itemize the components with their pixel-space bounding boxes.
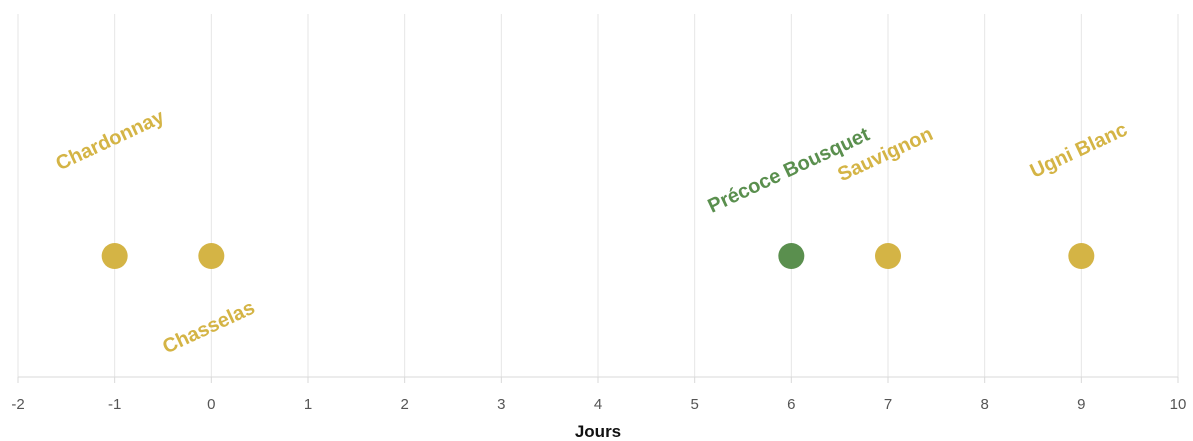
x-tick-label: -1 [108, 396, 121, 413]
x-axis-ticks: -2 -1 0 1 2 3 4 5 6 7 8 9 10 [11, 377, 1186, 413]
x-tick-label: 6 [787, 396, 795, 413]
data-label: Chardonnay [53, 106, 169, 176]
data-points [101, 243, 1095, 269]
x-tick-label: 9 [1077, 396, 1085, 413]
x-tick-label: 3 [497, 396, 505, 413]
grid [17, 14, 1179, 377]
data-label: Chasselas [159, 297, 258, 359]
x-tick-label: -2 [11, 396, 24, 413]
data-point[interactable] [778, 243, 805, 269]
x-tick-label: 10 [1170, 396, 1187, 413]
data-label: Ugni Blanc [1027, 119, 1131, 183]
x-tick-label: 0 [207, 396, 215, 413]
x-tick-label: 4 [594, 396, 602, 413]
x-axis-title: Jours [575, 422, 621, 441]
x-tick-label: 8 [980, 396, 988, 413]
x-tick-label: 7 [884, 396, 892, 413]
data-point[interactable] [198, 243, 225, 269]
data-point[interactable] [101, 243, 128, 269]
data-point[interactable] [875, 243, 901, 269]
x-tick-label: 5 [690, 396, 698, 413]
x-tick-label: 2 [400, 396, 408, 413]
data-point[interactable] [1068, 243, 1095, 269]
x-tick-label: 1 [304, 396, 312, 413]
